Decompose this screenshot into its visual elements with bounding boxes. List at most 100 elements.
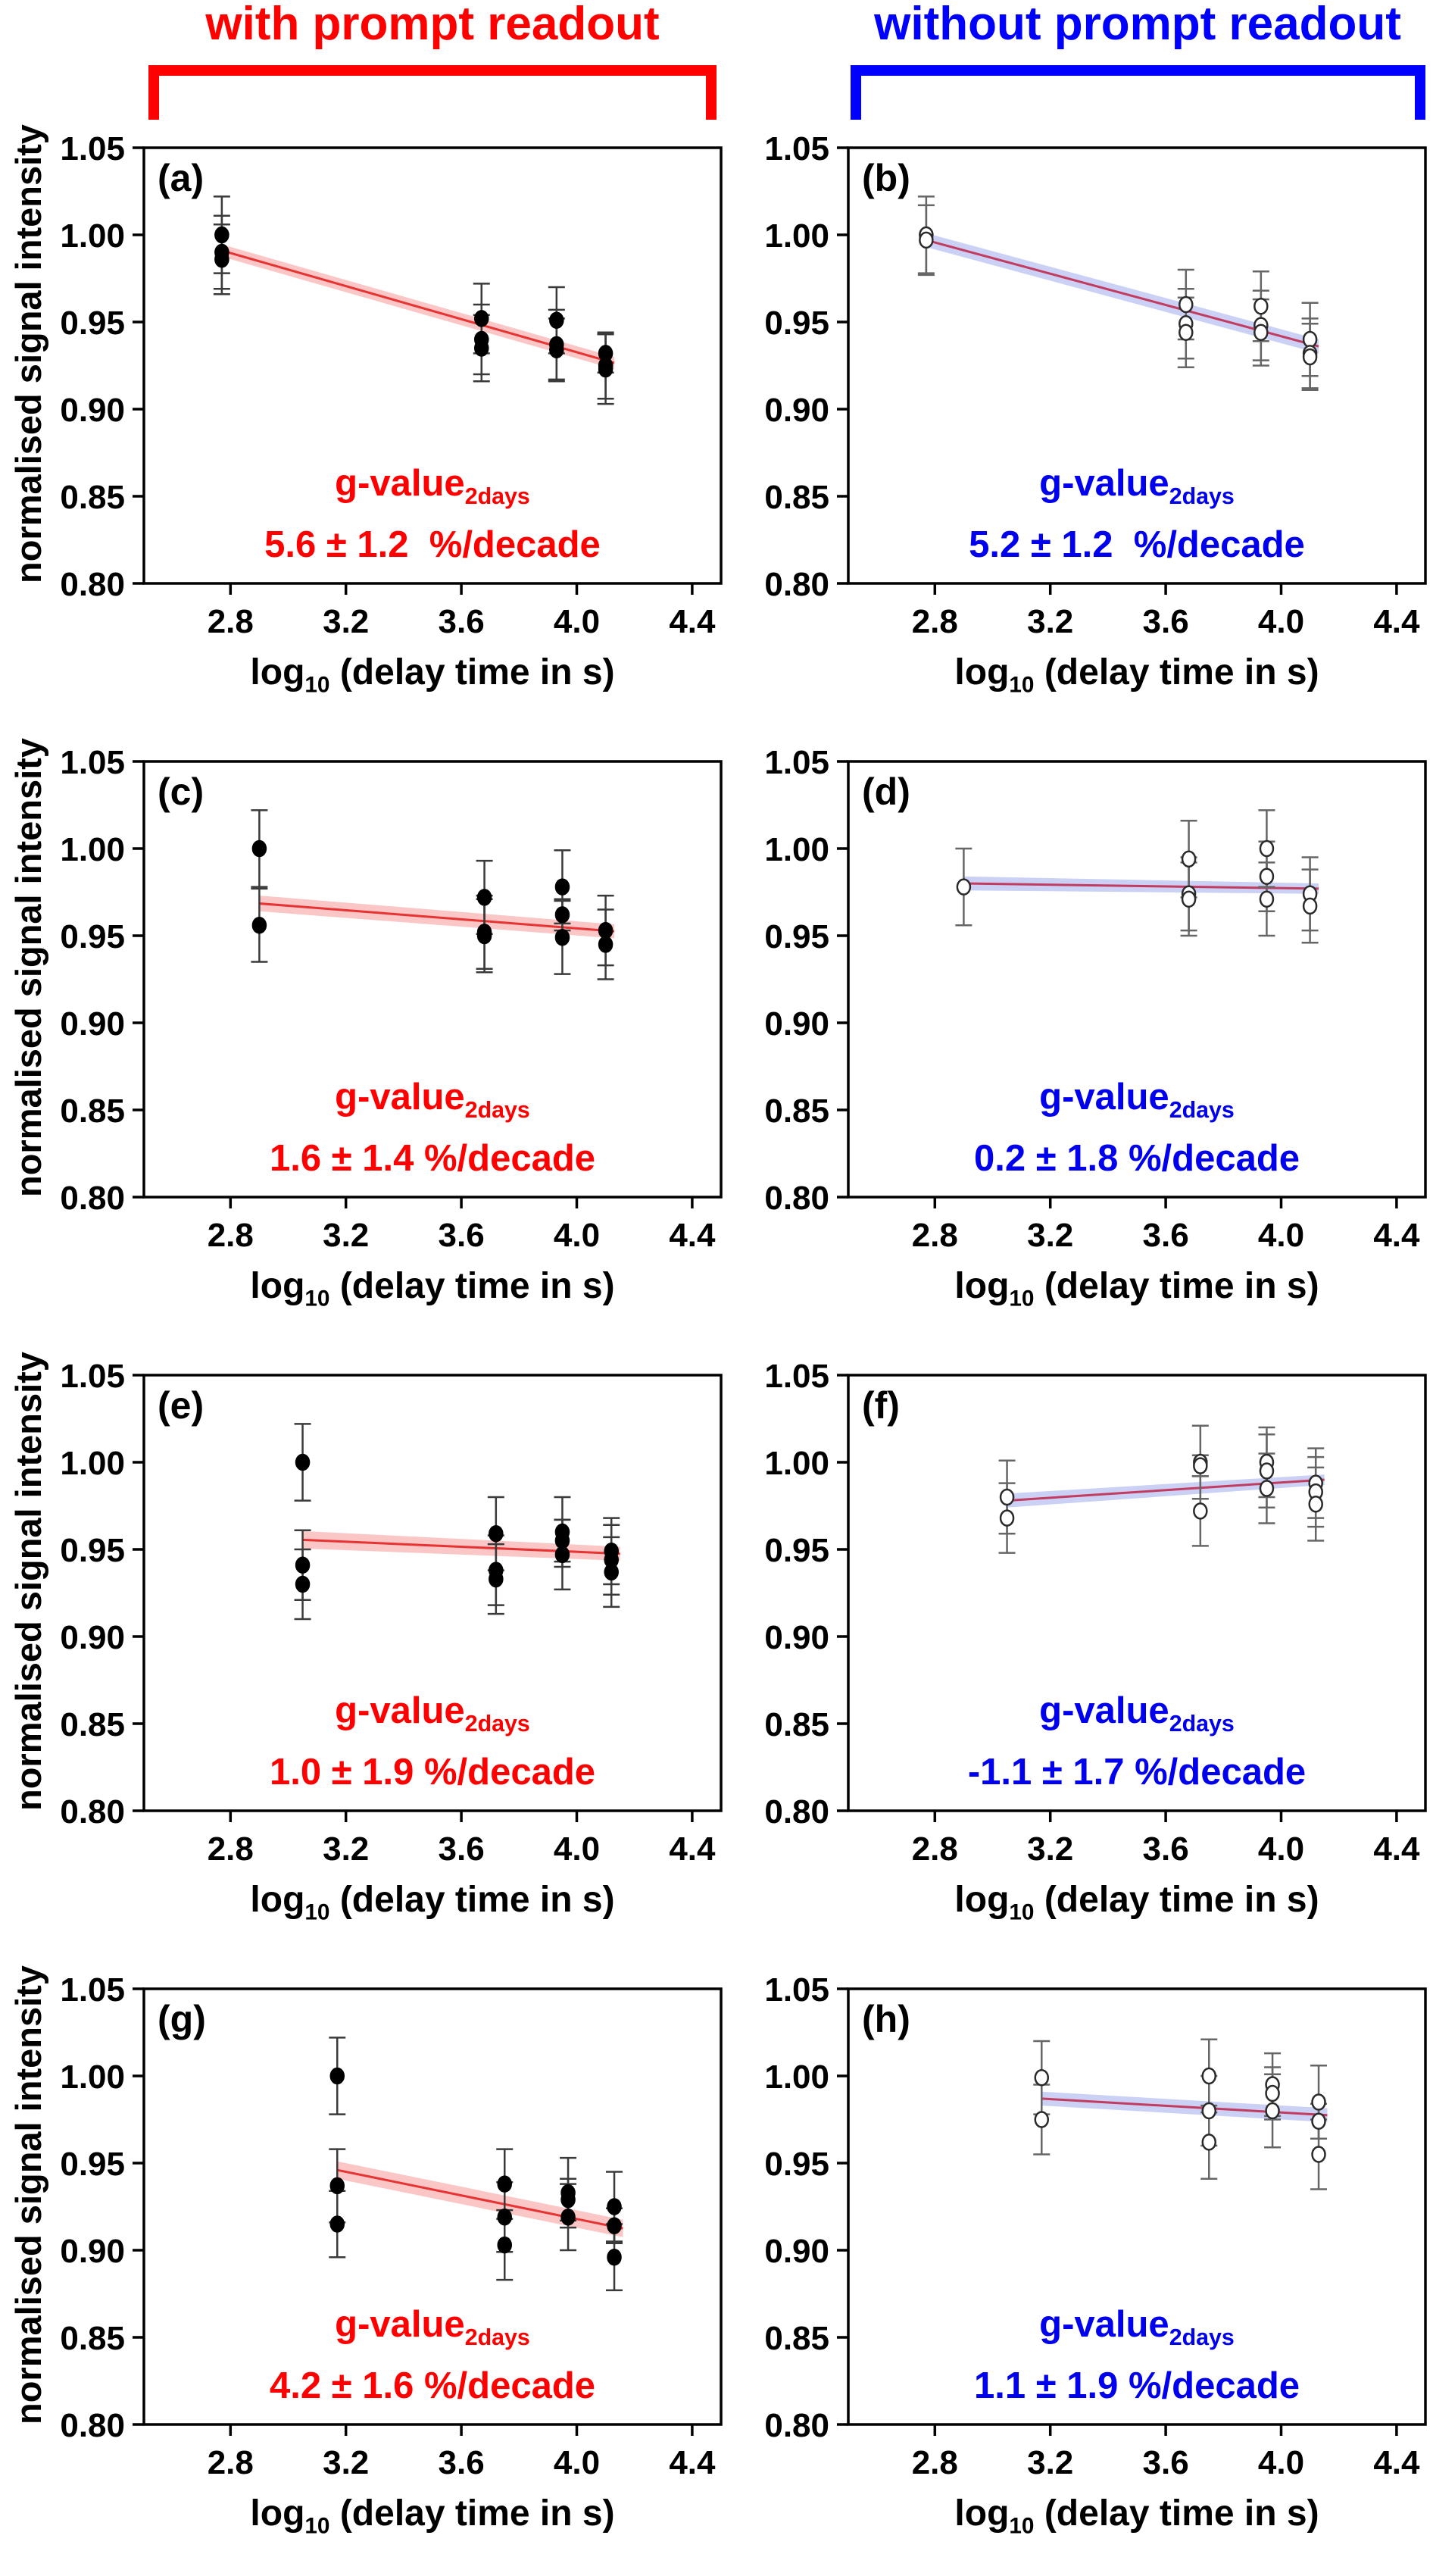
- data-point: [474, 310, 489, 327]
- panel-row-4: normalised signal intensity 0.80 0.85 0.90…: [0, 1962, 1433, 2576]
- chart-canvas-g: 0.80 0.85 0.90 0.95 1.00 1.05 2.8 3.2 3.6 4.0 4.4: [60, 1971, 723, 2481]
- panel-label: (f): [862, 1384, 900, 1427]
- y-tick-label: 0.80: [60, 1793, 125, 1830]
- plot-border: [142, 146, 723, 585]
- gvalue-number: 1.1 ± 1.9 %/decade: [973, 2365, 1300, 2406]
- gvalue-title: g-value2days: [1039, 1077, 1235, 1123]
- data-point: [1201, 2134, 1216, 2151]
- gvalue-title: g-value2days: [335, 1077, 530, 1123]
- y-tick-label: 0.95: [764, 305, 829, 342]
- chart-canvas-c: 0.80 0.85 0.90 0.95 1.00 1.05 2.8 3.2 3.6 4.0 4.4: [60, 744, 723, 1254]
- data-point: [1179, 295, 1194, 314]
- x-tick-label: 2.8: [912, 603, 958, 640]
- y-tick-label: 0.80: [764, 2407, 829, 2444]
- gvalue-title: g-value2days: [335, 2304, 530, 2350]
- data-point: [1259, 839, 1275, 858]
- x-tick-label: 4.0: [1258, 1830, 1304, 1868]
- gvalue-number: 5.6 ± 1.2 %/decade: [264, 524, 601, 565]
- y-tick-label: 0.95: [60, 1532, 125, 1569]
- x-tick-label: 2.8: [208, 1217, 254, 1254]
- panel-f: 0.80 0.85 0.90 0.95 1.00 1.05 2.8 3.2 3.6 4.0 4.4 …: [716, 1349, 1433, 1962]
- data-point: [497, 2209, 512, 2226]
- x-tick-label: 3.6: [439, 1830, 485, 1868]
- chart-canvas-a: 0.80 0.85 0.90 0.95 1.00 1.05 2.8 3.2 3.6 4.0 4.4: [60, 130, 723, 640]
- data-point: [607, 2248, 622, 2266]
- data-point: [295, 1453, 311, 1471]
- column-headers: with prompt readout without prompt reado…: [0, 0, 1433, 121]
- y-tick-label: 0.80: [60, 2407, 125, 2444]
- data-point: [1181, 850, 1197, 868]
- y-tick-label: 0.95: [60, 2146, 125, 2183]
- y-tick-label: 1.00: [60, 2059, 125, 2096]
- x-axis-title: log10 (delay time in s): [954, 1880, 1319, 1925]
- x-tick-label: 4.0: [554, 1217, 600, 1254]
- x-tick-label: 4.4: [1373, 1217, 1420, 1254]
- panel-g: normalised signal intensity 0.80 0.85 0.90…: [0, 1962, 723, 2576]
- plot-border: [847, 760, 1427, 1199]
- data-point: [607, 2217, 622, 2235]
- data-point: [251, 839, 267, 858]
- x-tick-label: 3.2: [323, 1217, 369, 1254]
- y-tick-label: 1.05: [764, 1358, 829, 1395]
- x-tick-label: 3.2: [1027, 1830, 1073, 1868]
- data-point: [999, 1488, 1015, 1506]
- data-point: [1201, 2067, 1216, 2085]
- gvalue-number: 1.6 ± 1.4 %/decade: [269, 1137, 596, 1179]
- data-point: [1302, 348, 1318, 366]
- data-point: [1259, 1480, 1275, 1497]
- gvalue-annotation: g-value2days 1.6 ± 1.4 %/decade: [144, 1073, 721, 1183]
- data-point: [598, 921, 613, 939]
- data-point: [295, 1575, 311, 1593]
- chart-canvas-b: 0.80 0.85 0.90 0.95 1.00 1.05 2.8 3.2 3.6 4.0 4.4: [764, 130, 1427, 640]
- y-tick-label: 0.90: [60, 1005, 125, 1043]
- x-axis-title: log10 (delay time in s): [954, 2493, 1319, 2539]
- panel-e: normalised signal intensity 0.80 0.85 0.90…: [0, 1349, 723, 1962]
- x-tick-label: 4.4: [669, 603, 716, 640]
- data-point: [1253, 298, 1269, 315]
- data-point: [1265, 2102, 1280, 2120]
- data-point: [560, 2209, 576, 2226]
- y-tick-label: 1.00: [764, 2059, 829, 2096]
- data-point: [598, 360, 613, 378]
- y-tick-label: 1.00: [764, 1445, 829, 1482]
- y-tick-label: 0.90: [764, 2233, 829, 2270]
- fit-line: [259, 902, 615, 933]
- data-point: [497, 2175, 512, 2193]
- gvalue-annotation: g-value2days 1.0 ± 1.9 %/decade: [144, 1687, 721, 1796]
- fit-line: [926, 239, 1319, 348]
- plot-border: [847, 1987, 1427, 2426]
- data-point: [489, 1525, 504, 1543]
- x-axis-title: log10 (delay time in s): [250, 1266, 615, 1311]
- y-tick-label: 1.05: [60, 1358, 125, 1395]
- data-point: [999, 1509, 1015, 1527]
- y-tick-label: 0.90: [60, 2233, 125, 2270]
- y-tick-label: 1.00: [764, 831, 829, 868]
- x-tick-label: 3.2: [323, 2444, 369, 2481]
- y-tick-label: 0.80: [764, 1180, 829, 1217]
- chart-canvas-h: 0.80 0.85 0.90 0.95 1.00 1.05 2.8 3.2 3.6 4.0 4.4: [764, 1971, 1427, 2481]
- data-point: [1302, 330, 1318, 349]
- data-point: [554, 929, 570, 946]
- plot-border: [847, 146, 1427, 585]
- x-tick-label: 4.4: [1373, 2444, 1420, 2481]
- data-point: [1302, 897, 1318, 915]
- data-point: [1193, 1502, 1208, 1520]
- gvalue-title: g-value2days: [1039, 463, 1235, 509]
- y-tick-label: 1.00: [764, 217, 829, 255]
- gvalue-number: 0.2 ± 1.8 %/decade: [973, 1137, 1300, 1179]
- x-axis-title: log10 (delay time in s): [954, 1266, 1319, 1311]
- data-point: [474, 339, 489, 357]
- data-point: [607, 2198, 622, 2215]
- data-point: [214, 226, 229, 244]
- data-point: [489, 1570, 504, 1588]
- panel-label: (e): [158, 1384, 204, 1427]
- data-point: [1179, 324, 1194, 342]
- with-prompt-bracket: [148, 65, 716, 120]
- y-tick-label: 0.90: [60, 392, 125, 429]
- y-tick-label: 0.90: [764, 392, 829, 429]
- y-tick-label: 0.95: [764, 1532, 829, 1569]
- chart-canvas-d: 0.80 0.85 0.90 0.95 1.00 1.05 2.8 3.2 3.6 4.0 4.4: [764, 744, 1427, 1254]
- data-point: [251, 916, 267, 934]
- data-point: [560, 2191, 576, 2209]
- x-axis-title: log10 (delay time in s): [954, 652, 1319, 698]
